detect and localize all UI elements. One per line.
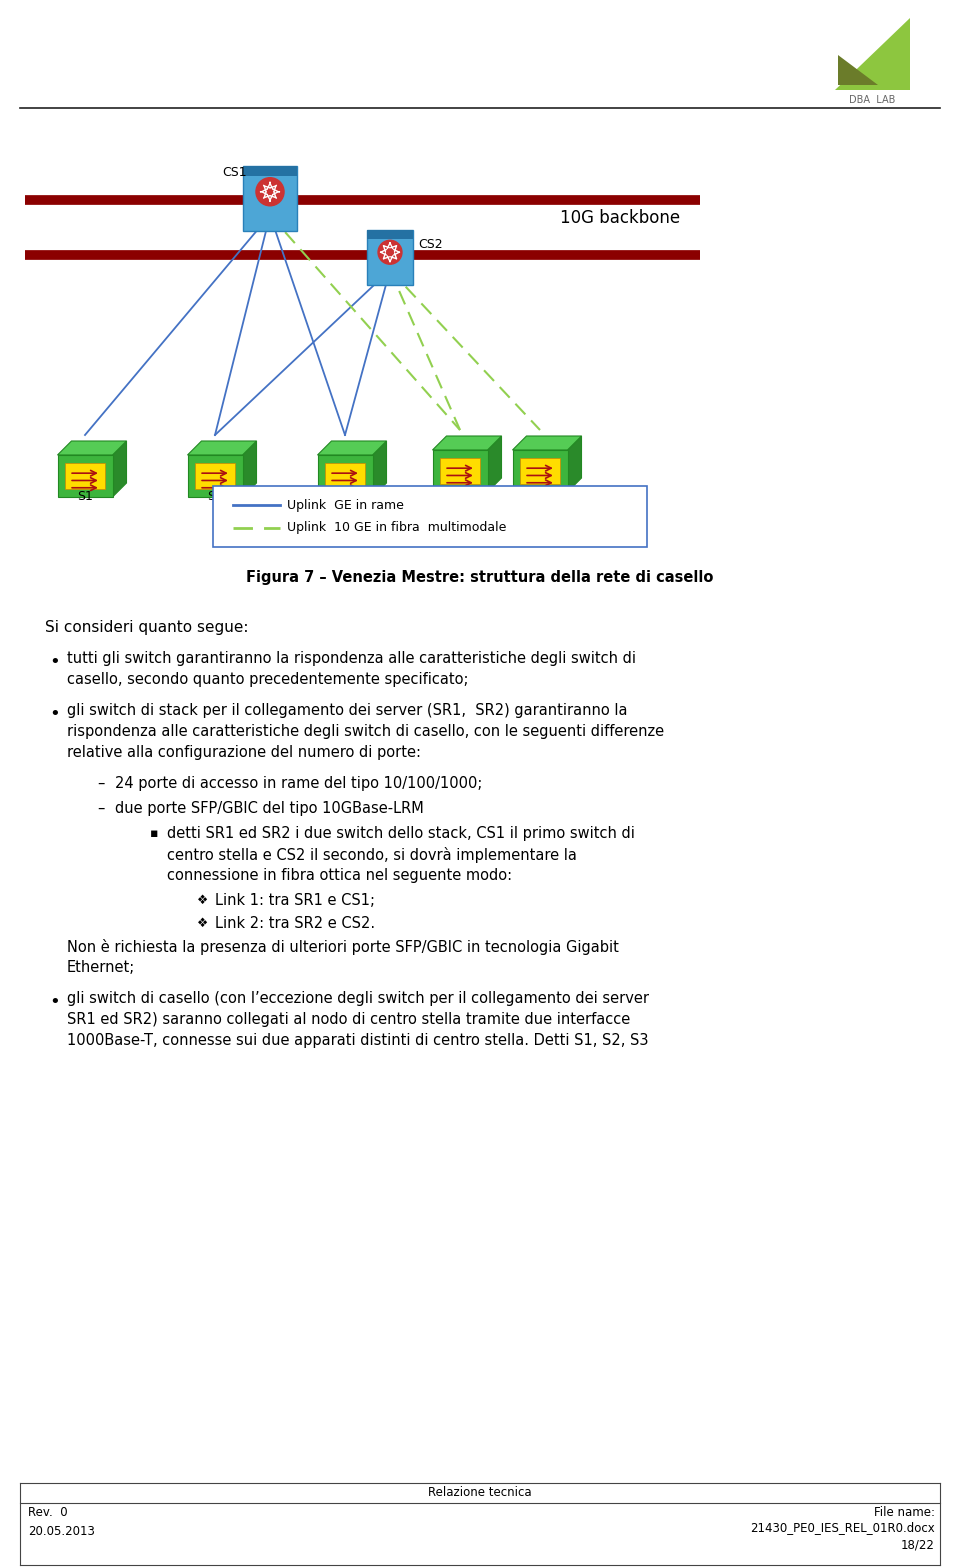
- FancyBboxPatch shape: [433, 450, 488, 492]
- Polygon shape: [372, 440, 387, 497]
- Text: 24 porte di accesso in rame del tipo 10/100/1000;: 24 porte di accesso in rame del tipo 10/…: [115, 776, 482, 791]
- Text: •: •: [49, 653, 60, 671]
- Text: Uplink  GE in rame: Uplink GE in rame: [287, 498, 404, 511]
- Text: Uplink  10 GE in fibra  multimodale: Uplink 10 GE in fibra multimodale: [287, 522, 506, 534]
- Polygon shape: [58, 440, 127, 454]
- Text: Ethernet;: Ethernet;: [67, 961, 135, 975]
- Text: ▪: ▪: [150, 827, 158, 840]
- Text: 20.05.2013: 20.05.2013: [28, 1525, 95, 1537]
- Text: ❖: ❖: [197, 895, 208, 907]
- Polygon shape: [567, 436, 582, 492]
- Text: rispondenza alle caratteristiche degli switch di casello, con le seguenti differ: rispondenza alle caratteristiche degli s…: [67, 724, 664, 740]
- FancyBboxPatch shape: [441, 459, 480, 484]
- Text: ❖: ❖: [197, 917, 208, 929]
- FancyBboxPatch shape: [195, 464, 235, 489]
- Polygon shape: [488, 436, 501, 492]
- Text: 1000Base-T, connesse sui due apparati distinti di centro stella. Detti S1, S2, S: 1000Base-T, connesse sui due apparati di…: [67, 1033, 649, 1048]
- Text: –: –: [97, 801, 105, 816]
- Text: gli switch di casello (con l’eccezione degli switch per il collegamento dei serv: gli switch di casello (con l’eccezione d…: [67, 990, 649, 1006]
- Text: gli switch di stack per il collegamento dei server (SR1,  SR2) garantiranno la: gli switch di stack per il collegamento …: [67, 704, 628, 718]
- Text: casello, secondo quanto precedentemente specificato;: casello, secondo quanto precedentemente …: [67, 672, 468, 686]
- FancyBboxPatch shape: [65, 464, 105, 489]
- Text: S2: S2: [207, 490, 223, 503]
- Text: DBA  LAB: DBA LAB: [849, 96, 895, 105]
- Text: 18/22: 18/22: [901, 1537, 935, 1551]
- Text: 21430_PE0_IES_REL_01R0.docx: 21430_PE0_IES_REL_01R0.docx: [751, 1522, 935, 1534]
- Text: Non è richiesta la presenza di ulteriori porte SFP/GBIC in tecnologia Gigabit: Non è richiesta la presenza di ulteriori…: [67, 939, 619, 954]
- Polygon shape: [513, 436, 582, 450]
- FancyBboxPatch shape: [213, 486, 647, 547]
- Text: detti SR1 ed SR2 i due switch dello stack, CS1 il primo switch di: detti SR1 ed SR2 i due switch dello stac…: [167, 826, 635, 841]
- Text: CS1: CS1: [222, 166, 247, 180]
- FancyBboxPatch shape: [513, 450, 567, 492]
- Text: relative alla configurazione del numero di porte:: relative alla configurazione del numero …: [67, 744, 421, 760]
- Text: due porte SFP/GBIC del tipo 10GBase-LRM: due porte SFP/GBIC del tipo 10GBase-LRM: [115, 801, 423, 816]
- Polygon shape: [838, 55, 878, 85]
- Text: File name:: File name:: [874, 1506, 935, 1518]
- Polygon shape: [243, 440, 256, 497]
- FancyBboxPatch shape: [367, 230, 413, 285]
- Polygon shape: [433, 436, 501, 450]
- Text: S3: S3: [337, 490, 353, 503]
- Text: Figura 7 – Venezia Mestre: struttura della rete di casello: Figura 7 – Venezia Mestre: struttura del…: [247, 570, 713, 584]
- Text: Relazione tecnica: Relazione tecnica: [428, 1486, 532, 1500]
- Text: –: –: [97, 776, 105, 791]
- Polygon shape: [112, 440, 127, 497]
- Text: SR1: SR1: [447, 486, 472, 498]
- Text: SR1 ed SR2) saranno collegati al nodo di centro stella tramite due interfacce: SR1 ed SR2) saranno collegati al nodo di…: [67, 1012, 631, 1026]
- FancyBboxPatch shape: [325, 464, 365, 489]
- FancyBboxPatch shape: [243, 166, 297, 230]
- Text: tutti gli switch garantiranno la rispondenza alle caratteristiche degli switch d: tutti gli switch garantiranno la rispond…: [67, 650, 636, 666]
- Text: Link 2: tra SR2 e CS2.: Link 2: tra SR2 e CS2.: [215, 917, 375, 931]
- Text: S1: S1: [77, 490, 93, 503]
- FancyBboxPatch shape: [318, 454, 372, 497]
- Text: 10G backbone: 10G backbone: [560, 208, 680, 227]
- Polygon shape: [318, 440, 387, 454]
- Text: centro stella e CS2 il secondo, si dovrà implementare la: centro stella e CS2 il secondo, si dovrà…: [167, 848, 577, 863]
- Circle shape: [256, 177, 284, 205]
- FancyBboxPatch shape: [520, 459, 560, 484]
- Text: Si consideri quanto segue:: Si consideri quanto segue:: [45, 621, 249, 635]
- Text: Link 1: tra SR1 e CS1;: Link 1: tra SR1 e CS1;: [215, 893, 375, 907]
- Text: connessione in fibra ottica nel seguente modo:: connessione in fibra ottica nel seguente…: [167, 868, 512, 882]
- Text: SR2: SR2: [528, 486, 552, 498]
- FancyBboxPatch shape: [367, 230, 413, 238]
- Polygon shape: [187, 440, 256, 454]
- Text: •: •: [49, 705, 60, 722]
- Text: •: •: [49, 993, 60, 1011]
- Polygon shape: [835, 17, 910, 89]
- Text: Rev.  0: Rev. 0: [28, 1506, 67, 1518]
- FancyBboxPatch shape: [58, 454, 112, 497]
- Text: CS2: CS2: [418, 238, 443, 251]
- Circle shape: [378, 240, 402, 265]
- FancyBboxPatch shape: [243, 166, 297, 176]
- FancyBboxPatch shape: [187, 454, 243, 497]
